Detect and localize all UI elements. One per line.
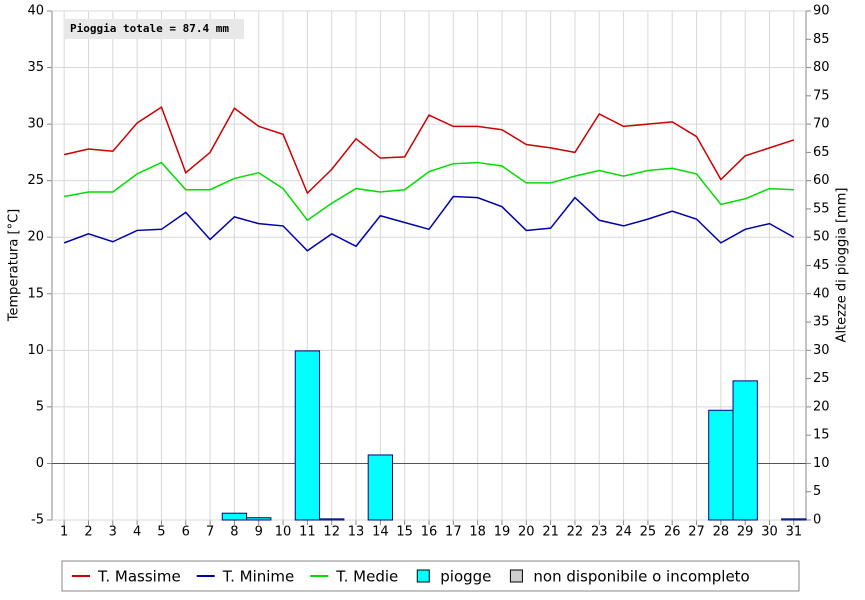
x-tick-label: 16 [421,525,438,540]
x-tick-label: 11 [299,525,316,540]
legend-swatch [509,569,523,583]
x-tick-label: 2 [84,525,92,540]
y2-tick-label: 80 [813,60,830,75]
x-tick-label: 19 [494,525,511,540]
x-tick-label: 25 [640,525,657,540]
x-tick-label: 18 [469,525,486,540]
x-tick-label: 20 [518,525,535,540]
x-tick-label: 31 [786,525,803,540]
y2-tick-label: 65 [813,145,830,160]
x-tick-label: 23 [591,525,608,540]
x-tick-label: 5 [157,525,165,540]
y-tick-label: 10 [27,343,44,358]
y2-tick-label: 0 [813,513,821,528]
x-tick-label: 6 [182,525,190,540]
legend-label: piogge [440,568,491,586]
y2-tick-label: 75 [813,88,830,103]
rain-bar [246,517,272,521]
y-tick-label: 30 [27,117,44,132]
y2-tick-label: 70 [813,117,830,132]
annotation-box [64,19,244,39]
x-tick-label: 1 [60,525,68,540]
rain-bar [294,350,321,521]
y-tick-label: -5 [31,513,44,528]
y-tick-label: 40 [27,4,44,19]
y2-tick-label: 15 [813,428,830,443]
x-tick-label: 10 [275,525,292,540]
x-tick-label: 22 [567,525,584,540]
y2-tick-label: 50 [813,230,830,245]
y2-tick-label: 85 [813,32,830,47]
y2-tick-label: 60 [813,173,830,188]
y2-tick-label: 10 [813,456,830,471]
x-tick-label: 26 [664,525,681,540]
x-tick-label: 21 [542,525,559,540]
y-axis-label: Temperatura [°C] [7,209,22,322]
x-tick-label: 12 [323,525,340,540]
y2-tick-label: 35 [813,315,830,330]
y2-tick-label: 90 [813,4,830,19]
x-tick-label: 30 [761,525,778,540]
legend-label: T. Medie [335,568,398,586]
x-tick-label: 7 [206,525,214,540]
legend-label: T. Minime [222,568,295,586]
y2-tick-label: 40 [813,286,830,301]
annotation: Pioggia totale = 87.4 mm [70,22,229,35]
temperature-line [63,195,795,252]
x-tick-label: 13 [348,525,365,540]
x-tick-label: 3 [109,525,117,540]
x-tick-label: 15 [396,525,413,540]
legend-swatch [416,569,430,583]
rain-bar [367,454,394,521]
x-tick-label: 27 [688,525,705,540]
y-tick-label: 15 [27,286,44,301]
x-tick-label: 4 [133,525,141,540]
legend-label: non disponibile o incompleto [533,568,749,586]
y-tick-label: 5 [36,399,44,414]
legend-box [61,560,800,592]
y-tick-label: 35 [27,60,44,75]
y-tick-label: 0 [36,456,44,471]
y2-axis-label: Altezze di pioggia [mm] [835,188,850,343]
legend-label: T. Massime [97,568,181,586]
rain-bar [732,380,758,521]
rain-bar [781,518,807,521]
x-tick-label: 17 [445,525,462,540]
rain-bar [319,518,345,521]
y2-tick-label: 45 [813,258,830,273]
y2-tick-label: 20 [813,399,830,414]
x-tick-label: 8 [230,525,238,540]
y-tick-label: 20 [27,230,44,245]
x-tick-label: 9 [255,525,263,540]
x-tick-label: 14 [372,525,389,540]
y2-tick-label: 5 [813,484,821,499]
x-tick-label: 24 [615,525,632,540]
temperature-line [63,106,795,195]
y2-tick-label: 30 [813,343,830,358]
rain-bar [708,409,734,521]
rain-bar [221,512,248,521]
x-tick-label: 28 [713,525,730,540]
y2-tick-label: 25 [813,371,830,386]
temperature-line [64,161,794,222]
x-tick-label: 29 [737,525,754,540]
y2-tick-label: 55 [813,201,830,216]
y-tick-label: 25 [27,173,44,188]
